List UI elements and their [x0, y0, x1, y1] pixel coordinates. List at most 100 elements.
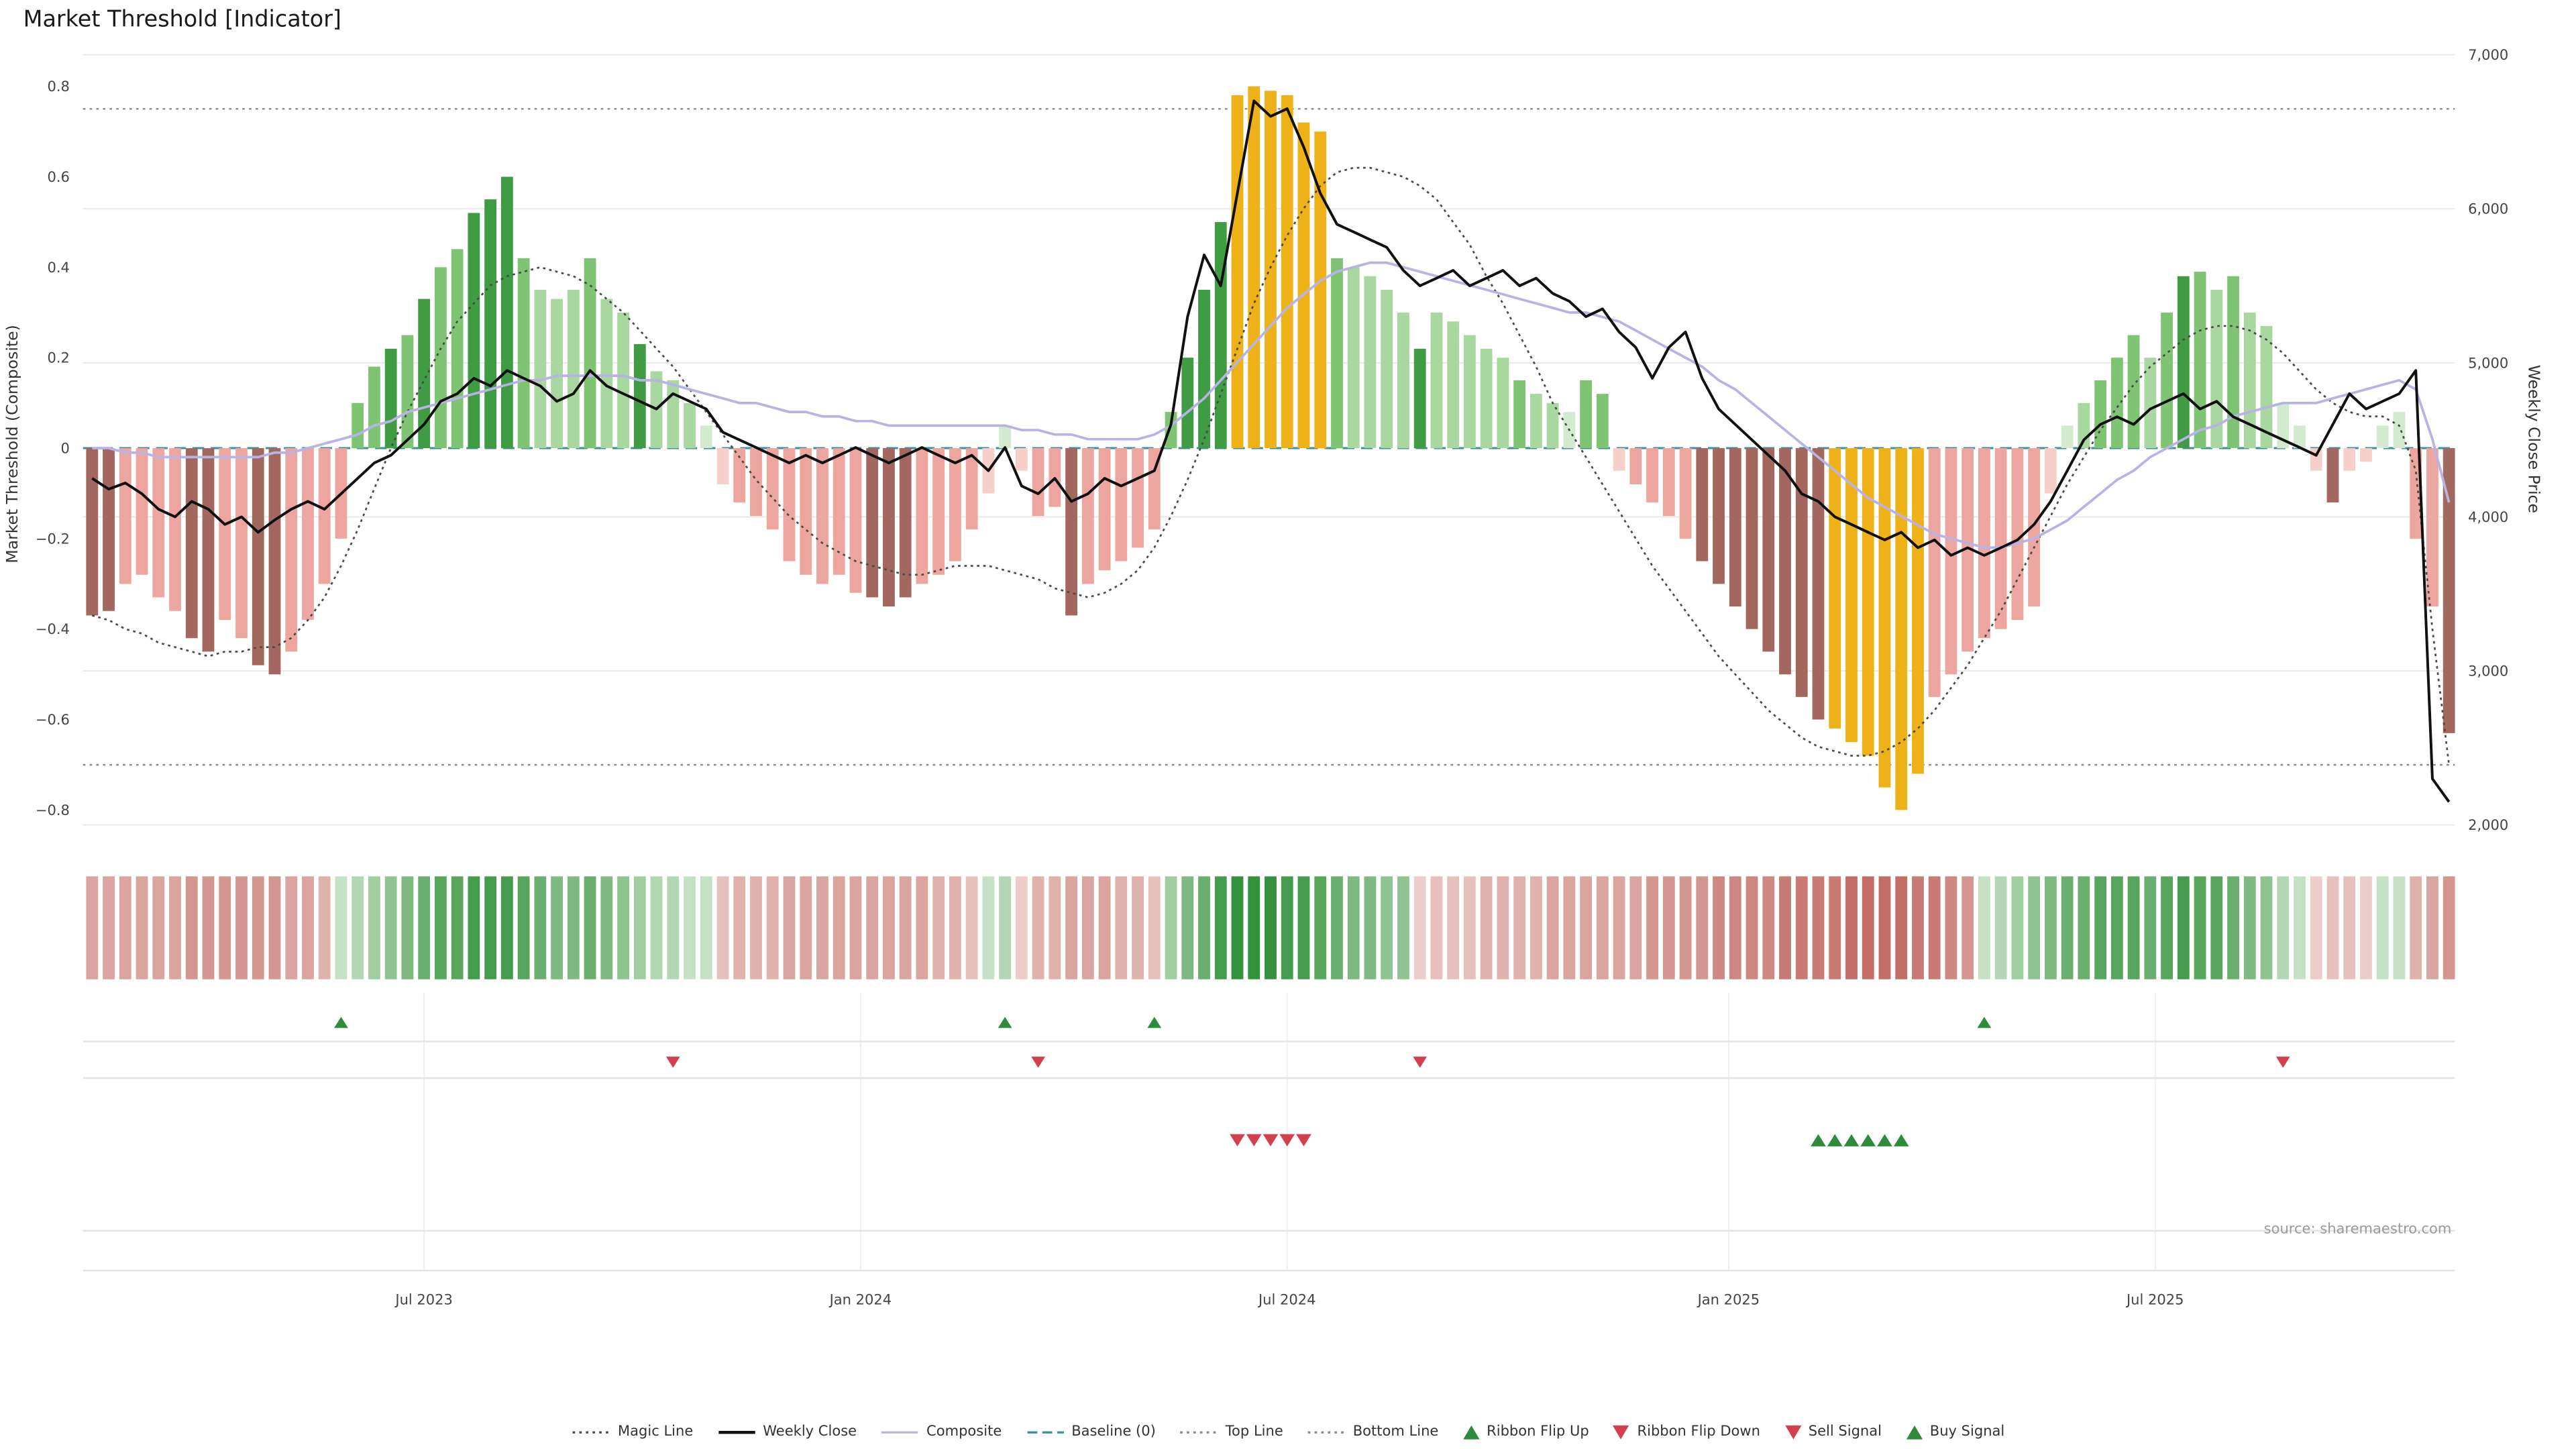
- ribbon-cell: [982, 876, 995, 979]
- y-tick-label-left: −0.2: [36, 530, 70, 547]
- ribbon-cell: [169, 876, 181, 979]
- y-tick-label-left: 0.4: [47, 259, 69, 276]
- ribbon-cell: [866, 876, 879, 979]
- ribbon-cell: [633, 876, 646, 979]
- threshold-bar: [2360, 448, 2372, 462]
- threshold-bar: [816, 448, 828, 584]
- threshold-bar: [1364, 276, 1377, 448]
- threshold-bar: [766, 448, 779, 530]
- legend-label: Magic Line: [617, 1424, 694, 1441]
- threshold-bar: [916, 448, 928, 584]
- ribbon-cell: [2061, 876, 2074, 979]
- ribbon-cell: [2078, 876, 2090, 979]
- ribbon-cell: [2343, 876, 2356, 979]
- ribbon-cell: [2028, 876, 2041, 979]
- threshold-bar: [119, 448, 131, 584]
- ribbon-cell: [716, 876, 729, 979]
- threshold-bar: [866, 448, 879, 598]
- ribbon-cell: [1912, 876, 1924, 979]
- legend-label: Ribbon Flip Up: [1487, 1424, 1589, 1441]
- threshold-bar: [1596, 394, 1609, 449]
- threshold-bar: [965, 448, 978, 530]
- y-tick-label-left: 0: [61, 439, 70, 456]
- ribbon-cell: [1214, 876, 1227, 979]
- ribbon-cell: [1812, 876, 1825, 979]
- threshold-bar: [185, 448, 198, 639]
- legend-item-ribbon-flip-down: Ribbon Flip Down: [1612, 1424, 1760, 1441]
- ribbon-cell: [1364, 876, 1377, 979]
- ribbon-cell: [219, 876, 231, 979]
- threshold-bar: [152, 448, 165, 598]
- x-tick-label: Jul 2023: [394, 1291, 453, 1308]
- threshold-bar: [932, 448, 945, 575]
- buy-signal-icon: [1860, 1134, 1876, 1146]
- ribbon-cell: [2161, 876, 2173, 979]
- ribbon-cell: [1265, 876, 1277, 979]
- ribbon-cell: [2310, 876, 2322, 979]
- threshold-bar: [2044, 448, 2057, 494]
- threshold-bar: [551, 299, 564, 449]
- threshold-bar: [384, 348, 397, 449]
- ribbon-cell: [1662, 876, 1675, 979]
- threshold-bar: [1463, 335, 1476, 449]
- ribbon-cell: [1679, 876, 1692, 979]
- threshold-bar: [1895, 448, 1908, 810]
- threshold-bar: [1696, 448, 1709, 561]
- y-tick-label-right: 5,000: [2468, 354, 2508, 371]
- threshold-bar: [2094, 380, 2107, 449]
- ribbon-cell: [1447, 876, 1460, 979]
- ribbon-cell: [1081, 876, 1094, 979]
- ribbon-cell: [1795, 876, 1808, 979]
- y-tick-label-right: 2,000: [2468, 816, 2508, 833]
- x-tick-label: Jul 2024: [1257, 1291, 1316, 1308]
- ribbon-cell: [2227, 876, 2239, 979]
- ribbon-cell: [1878, 876, 1891, 979]
- ribbon-cell: [2260, 876, 2273, 979]
- ribbon-cell: [916, 876, 928, 979]
- ribbon-cell: [833, 876, 845, 979]
- threshold-bar: [2110, 358, 2123, 449]
- ribbon-cell: [800, 876, 812, 979]
- ribbon-cell: [1198, 876, 1210, 979]
- threshold-bar: [2443, 448, 2455, 733]
- threshold-bar: [1713, 448, 1725, 584]
- ribbon-cell: [1862, 876, 1874, 979]
- threshold-bar: [1413, 348, 1426, 449]
- ribbon-cell: [1779, 876, 1791, 979]
- ribbon-cell: [1845, 876, 1858, 979]
- ribbon-cell: [1132, 876, 1144, 979]
- threshold-bar: [2144, 358, 2157, 449]
- ribbon-cell: [2177, 876, 2190, 979]
- threshold-bar: [1580, 380, 1593, 449]
- threshold-bar: [2294, 425, 2306, 449]
- threshold-bar: [534, 289, 547, 449]
- threshold-bar: [1430, 312, 1443, 449]
- ribbon-cell: [352, 876, 364, 979]
- ribbon-cell: [2243, 876, 2256, 979]
- threshold-bar: [584, 258, 596, 449]
- weekly-close-line: [91, 99, 2451, 803]
- ribbon-cell: [185, 876, 198, 979]
- threshold-bar: [1662, 448, 1675, 517]
- x-tick-label: Jan 2024: [828, 1291, 892, 1308]
- ribbon-cell: [401, 876, 414, 979]
- ribbon-cell: [1713, 876, 1725, 979]
- ribbon-cell: [2410, 876, 2422, 979]
- legend-label: Composite: [926, 1424, 1002, 1441]
- sell-signal-icon: [1279, 1134, 1295, 1146]
- ribbon-cell: [335, 876, 347, 979]
- threshold-bar: [849, 448, 862, 593]
- threshold-bar: [2277, 402, 2290, 449]
- threshold-bar: [2426, 448, 2438, 607]
- threshold-bar: [352, 402, 364, 449]
- threshold-bar: [617, 312, 629, 449]
- source-note: source: sharemaestro.com: [2263, 1222, 2452, 1238]
- ribbon-cell: [368, 876, 380, 979]
- ribbon-cell: [1613, 876, 1625, 979]
- threshold-bar: [451, 249, 464, 449]
- threshold-bar: [1115, 448, 1128, 561]
- threshold-bar: [136, 448, 148, 575]
- threshold-bar: [1679, 448, 1692, 539]
- ribbon-cell: [2294, 876, 2306, 979]
- ribbon-cell: [1480, 876, 1493, 979]
